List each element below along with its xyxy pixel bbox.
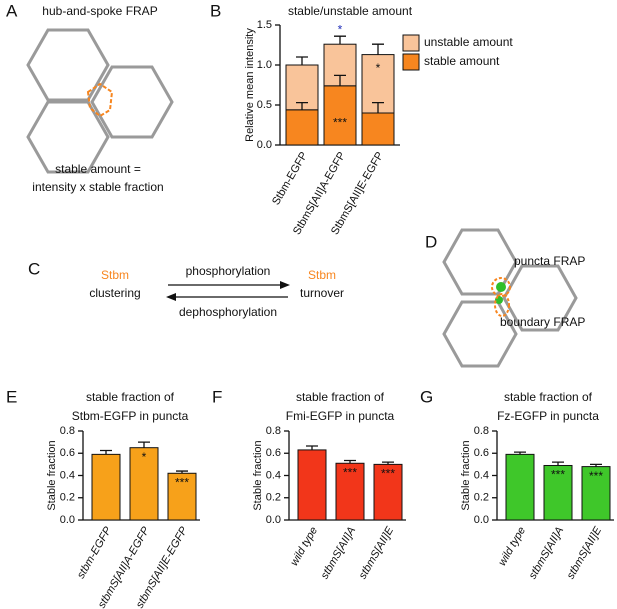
chart-title: Stbm-EGFP in puncta (72, 409, 189, 423)
bar (543, 464, 573, 521)
bar (505, 453, 535, 521)
y-tick-label: 0.6 (266, 447, 281, 459)
y-tick-label: 0.8 (266, 425, 281, 437)
panel-letter: F (212, 387, 222, 406)
annotation: *** (381, 467, 395, 481)
y-axis-label: Stable fraction (252, 440, 264, 510)
y-axis-label: Stable fraction (460, 440, 472, 510)
chart-title: Fz-EGFP in puncta (497, 409, 599, 423)
y-tick-label: 0.8 (60, 425, 75, 437)
legend-label: stable amount (424, 54, 500, 68)
chart-title: stable/unstable amount (288, 4, 413, 18)
chart-title: stable fraction of (296, 390, 385, 404)
y-tick-label: 0.2 (266, 492, 281, 504)
y-axis-label: Stable fraction (46, 440, 58, 510)
label: puncta FRAP (514, 254, 585, 268)
hexagons (26, 28, 174, 174)
caption: stable amount = (55, 162, 141, 176)
chart-title: Fmi-EGFP in puncta (286, 409, 395, 423)
error-bar (176, 470, 188, 474)
y-tick-label: 0.0 (474, 514, 489, 526)
error-bar (514, 451, 526, 455)
x-tick-label: stbmS[AII]A (319, 525, 358, 581)
state: clustering (89, 286, 140, 300)
bar-segment (285, 109, 319, 146)
y-tick-label: 0.2 (60, 492, 75, 504)
annotation: *** (175, 475, 189, 489)
bar (167, 472, 197, 521)
legend-swatch (402, 53, 420, 71)
state: turnover (300, 286, 344, 300)
y-tick-label: 0.4 (60, 469, 75, 481)
panel-title: hub-and-spoke FRAP (42, 4, 157, 18)
panel-letter: D (425, 232, 437, 251)
panel-letter: A (6, 1, 18, 20)
protein-name: Stbm (101, 268, 129, 282)
error-bar (296, 56, 308, 65)
y-tick-label: 1.0 (257, 59, 272, 71)
hexagons (442, 228, 578, 368)
legend-label: unstable amount (424, 35, 513, 49)
y-tick-label: 0.4 (266, 469, 281, 481)
y-tick-label: 0.6 (60, 447, 75, 459)
y-tick-label: 0.4 (474, 469, 489, 481)
panel-letter: E (6, 387, 17, 406)
bar (297, 449, 327, 521)
error-bar (382, 461, 394, 465)
x-tick-label: Stbm-EGFP (270, 150, 310, 207)
error-bar (372, 101, 384, 113)
annotation: * (142, 450, 147, 464)
error-bar (296, 101, 308, 110)
y-axis-label: Relative mean intensity (244, 28, 256, 142)
annotation: * (376, 61, 381, 75)
annotation: * (338, 22, 343, 36)
error-bar (306, 445, 318, 450)
protein-name: Stbm (308, 268, 336, 282)
panel-letter: G (420, 387, 433, 406)
y-tick-label: 0.6 (474, 447, 489, 459)
chart-title: stable fraction of (504, 390, 593, 404)
bar (581, 466, 611, 521)
annotation: *** (333, 116, 347, 130)
x-tick-label: wild type (288, 525, 320, 568)
x-tick-label: stbmS[AII]A (527, 525, 566, 581)
label: boundary FRAP (500, 315, 585, 329)
legend-swatch (402, 34, 420, 52)
reaction: phosphorylation (186, 264, 271, 278)
arrows (166, 281, 290, 301)
x-tick-label: stbmS[AII]E (565, 524, 605, 581)
annotation: *** (589, 469, 603, 483)
y-tick-label: 0.0 (266, 514, 281, 526)
error-bar (100, 449, 112, 455)
y-tick-label: 0.5 (257, 99, 272, 111)
x-tick-label: stbm-EGFP (75, 524, 114, 580)
y-tick-label: 0.0 (257, 139, 272, 151)
y-tick-label: 0.8 (474, 425, 489, 437)
error-bar (334, 74, 346, 86)
bar (335, 462, 365, 521)
annotation: *** (343, 465, 357, 479)
panel-letter: B (210, 1, 221, 20)
y-tick-label: 0.0 (60, 514, 75, 526)
bar (91, 453, 121, 521)
error-bar (590, 463, 602, 467)
x-tick-label: wild type (496, 525, 528, 568)
chart-title: stable fraction of (86, 390, 175, 404)
bar (129, 447, 159, 521)
x-tick-label: stbmS[AII]E (357, 524, 397, 581)
error-bar (552, 461, 564, 466)
error-bar (138, 441, 150, 448)
caption: intensity x stable fraction (32, 180, 163, 194)
reaction: dephosphorylation (179, 305, 277, 319)
bar-segment (323, 85, 357, 146)
bar-segment (361, 112, 395, 146)
y-tick-label: 1.5 (257, 19, 272, 31)
annotation: *** (551, 468, 565, 482)
panel-letter: C (28, 259, 40, 278)
error-bar (372, 43, 384, 55)
y-tick-label: 0.2 (474, 492, 489, 504)
error-bar (344, 459, 356, 464)
error-bar (334, 35, 346, 45)
